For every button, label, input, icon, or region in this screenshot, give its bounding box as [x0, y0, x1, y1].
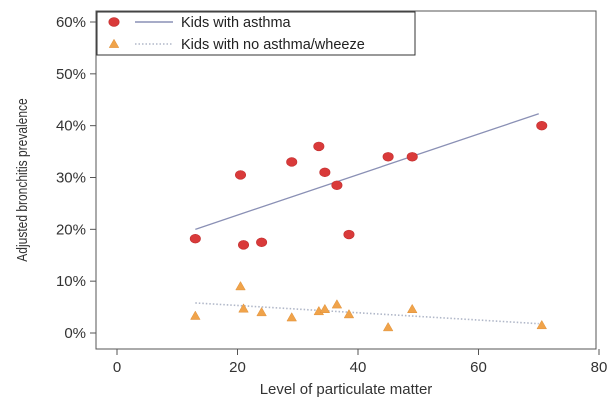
data-point-asthma [313, 141, 325, 152]
y-tick-label: 60% [56, 14, 86, 31]
data-point-asthma [343, 229, 355, 240]
data-point-no-asthma [331, 299, 343, 309]
legend-box [96, 11, 416, 56]
x-tick-label: 80 [591, 359, 608, 376]
data-point-asthma [406, 152, 418, 162]
y-tick-label: 10% [56, 273, 86, 290]
data-point-no-asthma [235, 281, 246, 291]
legend-marker-no-asthma [108, 38, 120, 48]
legend-label: Kids with no asthma/wheeze [181, 37, 365, 53]
x-tick-label: 60 [470, 359, 487, 376]
y-tick-label: 50% [56, 66, 86, 83]
data-point-no-asthma [238, 303, 249, 313]
data-point-asthma [235, 170, 247, 180]
data-point-asthma [536, 120, 548, 131]
data-point-asthma [331, 180, 343, 190]
axes-group: 0% 10% 20% 30% 40% 50% 60% 0 20 40 60 80 Level of pa… [14, 10, 608, 398]
y-tick-label: 20% [56, 221, 86, 238]
y-tick-label: 30% [56, 170, 86, 187]
data-point-asthma [256, 237, 268, 247]
legend: Kids with asthma Kids with no asthma/whee… [96, 11, 416, 56]
data-point-asthma [382, 152, 394, 162]
data-point-no-asthma [190, 310, 201, 320]
trend-line-asthma [195, 113, 539, 230]
data-point-no-asthma [343, 309, 355, 319]
x-axis-title: Level of particulate matter [260, 381, 433, 398]
data-point-no-asthma [406, 303, 418, 314]
y-axis-title: Adjusted bronchitis prevalence [14, 98, 31, 261]
trend-line-no-asthma [195, 302, 539, 325]
data-point-no-asthma [382, 321, 394, 332]
data-point-asthma [238, 240, 250, 250]
legend-label: Kids with asthma [181, 15, 292, 31]
y-tick-label: 40% [56, 118, 86, 135]
legend-marker-asthma [108, 17, 120, 27]
data-point-no-asthma [256, 306, 267, 317]
data-point-asthma [319, 167, 331, 178]
data-points-group [189, 120, 548, 332]
trend-lines-group [195, 113, 539, 325]
data-point-no-asthma [286, 312, 297, 322]
x-tick-label: 40 [350, 359, 367, 376]
x-tick-label: 20 [229, 359, 246, 376]
plot-frame [95, 10, 597, 350]
x-tick-label: 0 [113, 359, 121, 376]
data-point-asthma [286, 157, 298, 167]
data-point-asthma [189, 233, 201, 244]
data-point-no-asthma [536, 319, 547, 330]
data-point-no-asthma [319, 303, 331, 314]
y-tick-label: 0% [64, 325, 86, 342]
